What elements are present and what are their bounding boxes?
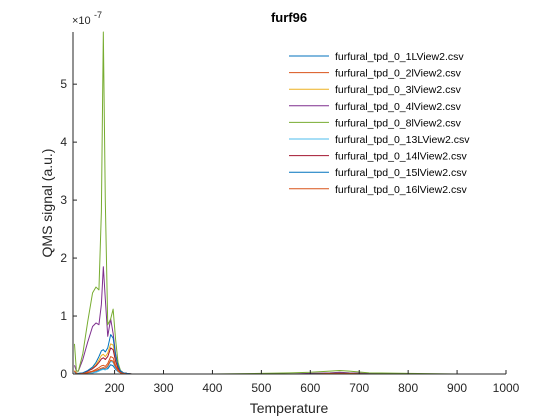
legend-label-4: furfural_tpd_0_4lView2.csv xyxy=(335,101,462,113)
legend: furfural_tpd_0_1LView2.csv furfural_tpd_0… xyxy=(285,46,495,198)
legend-label-5: furfural_tpd_0_8lView2.csv xyxy=(335,117,462,129)
x-tick-label: 300 xyxy=(153,381,173,395)
x-tick-label: 200 xyxy=(105,381,125,395)
x-tick-label: 1000 xyxy=(493,381,520,395)
y-exponent-base: ×10 xyxy=(72,15,91,27)
y-exponent-power: -7 xyxy=(94,10,102,20)
y-tick-label: 4 xyxy=(60,135,67,149)
legend-label-9: furfural_tpd_0_16lView2.csv xyxy=(335,184,467,196)
x-axis-label: Temperature xyxy=(250,400,329,416)
y-ticks: 0 1 2 3 4 5 xyxy=(60,77,77,381)
y-tick-label: 2 xyxy=(60,251,67,265)
legend-label-6: furfural_tpd_0_13LView2.csv xyxy=(335,134,470,146)
legend-label-7: furfural_tpd_0_14lView2.csv xyxy=(335,151,467,163)
chart-title: furf96 xyxy=(271,10,307,25)
y-tick-label: 0 xyxy=(60,367,67,381)
series-line-9 xyxy=(74,359,506,375)
x-tick-label: 400 xyxy=(202,381,222,395)
x-tick-label: 900 xyxy=(447,381,467,395)
legend-label-3: furfural_tpd_0_3lView2.csv xyxy=(335,84,462,96)
x-tick-label: 700 xyxy=(349,381,369,395)
series-layer xyxy=(73,31,506,375)
x-tick-label: 500 xyxy=(251,381,271,395)
legend-label-1: furfural_tpd_0_1LView2.csv xyxy=(335,51,464,63)
y-tick-label: 5 xyxy=(60,77,67,91)
legend-label-2: furfural_tpd_0_2lView2.csv xyxy=(335,68,462,80)
axes-layer xyxy=(72,32,506,375)
legend-label-8: furfural_tpd_0_15lView2.csv xyxy=(335,167,467,179)
y-tick-label: 1 xyxy=(60,309,67,323)
y-tick-label: 3 xyxy=(60,193,67,207)
y-axis-label: QMS signal (a.u.) xyxy=(39,149,55,258)
y-exponent: ×10 -7 xyxy=(72,10,102,27)
x-tick-label: 600 xyxy=(300,381,320,395)
x-ticks: 200 300 400 500 600 700 800 900 1000 xyxy=(105,370,520,395)
x-tick-label: 800 xyxy=(398,381,418,395)
